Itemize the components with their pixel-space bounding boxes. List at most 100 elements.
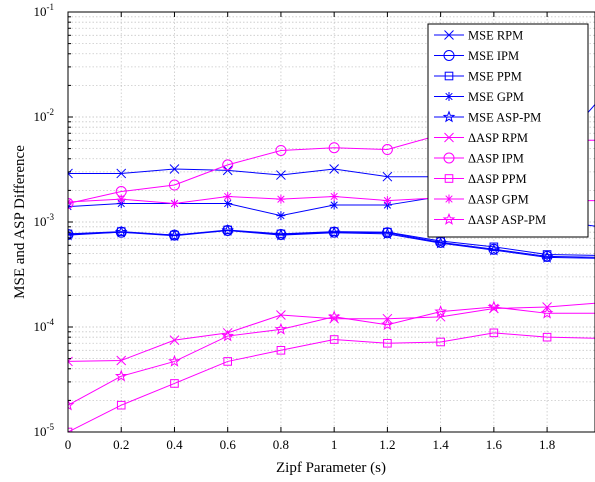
series-path <box>68 332 595 432</box>
data-point <box>434 236 447 249</box>
data-point <box>114 225 128 238</box>
data-point <box>276 211 286 221</box>
data-point <box>169 199 179 209</box>
data-point <box>68 168 73 179</box>
data-point <box>276 194 286 204</box>
y-axis-label: MSE and ASP Difference <box>12 145 28 299</box>
legend-label: ΔASP PPM <box>468 172 527 186</box>
series-path <box>68 229 595 259</box>
legend-label: ΔASP IPM <box>468 152 524 166</box>
data-point <box>168 354 181 367</box>
data-point <box>540 250 554 263</box>
data-point <box>329 191 339 201</box>
legend-marker <box>444 30 454 40</box>
data-point <box>68 398 75 411</box>
y-tick-label: 10-4 <box>34 317 55 334</box>
data-point <box>116 168 127 179</box>
data-point <box>487 300 501 313</box>
x-tick-label: 0.6 <box>220 437 237 452</box>
series-path <box>68 306 595 406</box>
data-point <box>168 179 180 191</box>
data-point <box>223 199 233 209</box>
legend-label: MSE ASP-PM <box>468 111 541 125</box>
data-point <box>542 332 552 342</box>
x-tick-label: 0.4 <box>166 437 183 452</box>
data-point <box>489 328 499 338</box>
legend-label: MSE RPM <box>468 29 523 43</box>
data-point <box>221 329 234 342</box>
legend-entry: MSE GPM <box>434 90 524 104</box>
data-point <box>223 357 232 366</box>
legend-marker <box>442 212 456 225</box>
axis-ticks: 0 0.2 0.4 0.6 0.8 1 1.2 1.4 1.6 1.8 10-5 10-4 10-3 10… <box>34 2 556 452</box>
data-point <box>170 379 179 388</box>
data-point <box>68 228 75 241</box>
x-tick-label: 1.2 <box>379 437 395 452</box>
data-point <box>542 250 552 259</box>
legend-label: ΔASP RPM <box>468 131 528 145</box>
y-tick-label: 10-5 <box>34 422 55 439</box>
legend-entry: ΔASP RPM <box>434 131 528 145</box>
legend-entry: ΔASP PPM <box>434 172 527 186</box>
data-point <box>116 355 127 366</box>
x-axis-label: Zipf Parameter (s) <box>276 460 386 476</box>
data-point <box>168 229 181 242</box>
y-tick-label: 10-2 <box>34 107 55 124</box>
data-point <box>222 165 233 176</box>
data-point <box>381 144 393 156</box>
data-point <box>116 194 126 204</box>
data-point <box>329 335 339 344</box>
data-point <box>487 243 501 256</box>
legend-label: ΔASP ASP-PM <box>468 213 546 227</box>
grid <box>68 11 595 432</box>
series-path <box>68 229 595 256</box>
data-point <box>169 164 180 174</box>
data-point <box>274 228 288 241</box>
legend-entry: MSE IPM <box>434 49 519 63</box>
legend: MSE RPM MSE IPM MSE PPM MSE GPM MSE ASP-PM ΔA… <box>427 23 589 238</box>
data-point <box>276 170 286 180</box>
legend-label: MSE PPM <box>468 70 522 84</box>
legend-entry: MSE PPM <box>434 70 522 84</box>
x-tick-label: 0.8 <box>273 437 289 452</box>
legend-marker <box>444 132 454 143</box>
x-tick-label: 1.6 <box>486 437 503 452</box>
legend-marker <box>444 174 454 183</box>
legend-entry: ΔASP ASP-PM <box>434 212 546 227</box>
legend-marker <box>443 152 455 164</box>
data-point <box>328 142 340 154</box>
y-tick-label: 10-3 <box>34 212 55 229</box>
legend-marker <box>443 50 455 61</box>
x-tick-label: 0.2 <box>113 437 129 452</box>
series-line <box>68 328 595 432</box>
legend-box <box>427 23 589 238</box>
data-point <box>114 369 128 382</box>
legend-entry: ΔASP GPM <box>434 193 529 207</box>
data-point <box>68 198 74 210</box>
x-tick-label: 1.8 <box>539 437 555 452</box>
data-point <box>275 144 287 156</box>
data-point <box>276 310 286 320</box>
data-point <box>327 226 341 239</box>
data-point <box>329 164 340 174</box>
data-point <box>276 345 286 355</box>
data-point <box>169 335 180 345</box>
data-point <box>221 223 234 236</box>
data-point <box>274 322 288 335</box>
legend-entry: ΔASP IPM <box>434 152 524 166</box>
data-point <box>540 306 554 319</box>
series-line <box>68 223 595 263</box>
data-point <box>381 318 394 331</box>
series-line <box>68 300 595 411</box>
legend-label: ΔASP GPM <box>468 193 529 207</box>
y-tick-label: 10-1 <box>34 2 55 19</box>
data-point <box>381 227 394 240</box>
data-point <box>68 197 73 207</box>
legend-marker <box>442 110 456 123</box>
x-tick-label: 0 <box>65 437 72 452</box>
data-point <box>327 310 341 323</box>
data-point <box>489 242 499 252</box>
data-point <box>382 171 393 182</box>
legend-marker <box>444 71 454 81</box>
legend-entry: MSE RPM <box>434 29 523 43</box>
